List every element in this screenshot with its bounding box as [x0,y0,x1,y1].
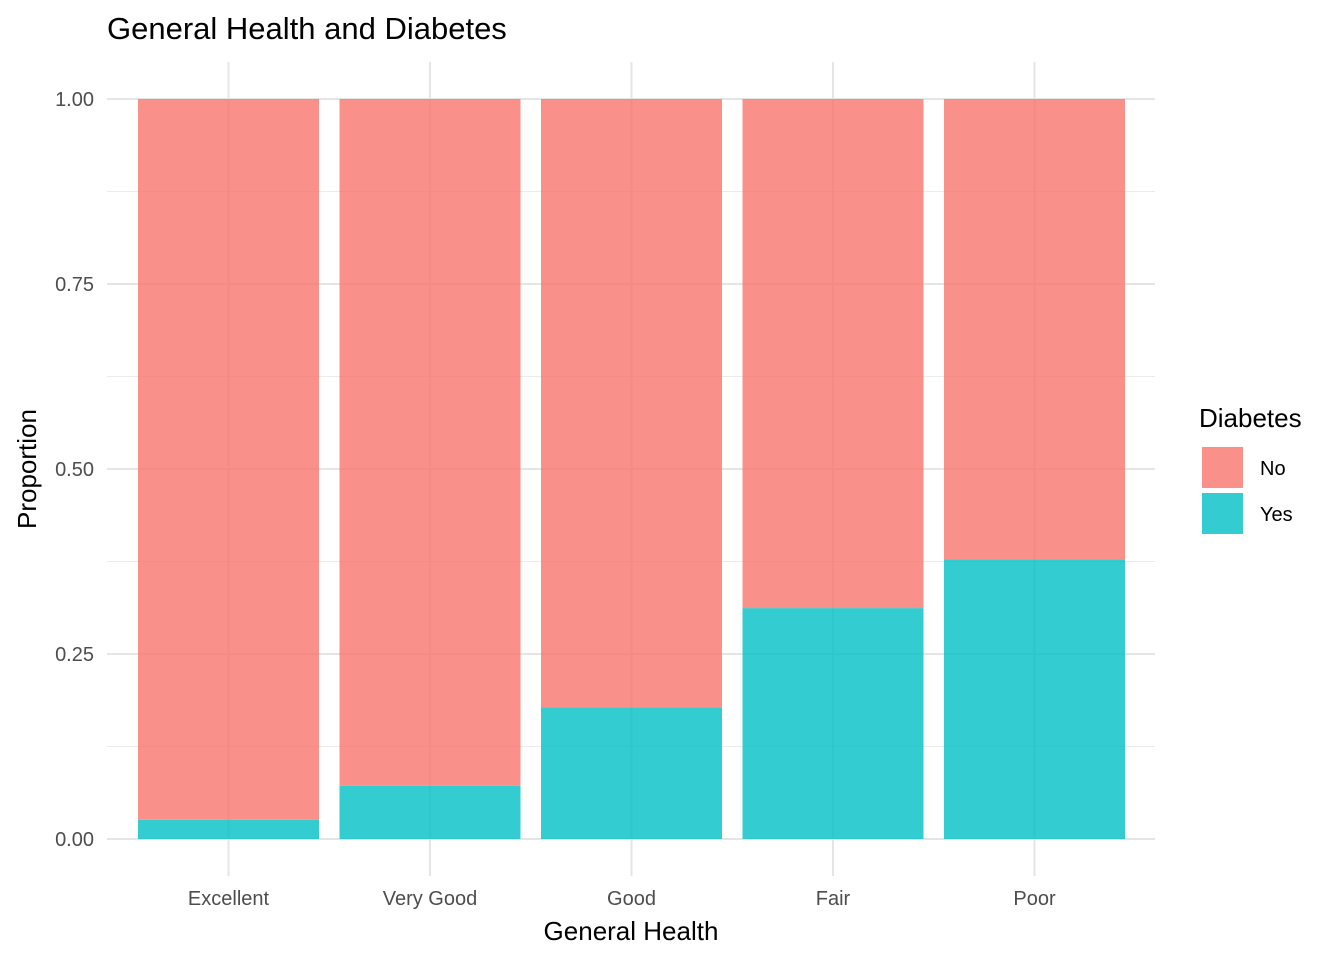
bar-no-good [541,99,722,708]
x-tick-label: Fair [816,888,851,910]
y-tick-label: 1.00 [55,89,94,111]
bar-yes-excellent [138,819,319,839]
y-axis-title: Proportion [12,409,42,529]
legend-label-yes: Yes [1260,504,1293,526]
bar-no-excellent [138,99,319,820]
bars [138,99,1125,839]
chart-title: General Health and Diabetes [107,11,507,46]
y-axis-ticks: 0.00 0.25 0.50 0.75 1.00 [55,89,94,851]
x-axis-title: General Health [544,916,719,946]
bar-yes-very-good [339,785,521,839]
bar-no-poor [944,99,1125,560]
legend-title: Diabetes [1199,403,1302,433]
bar-yes-good [541,707,722,839]
bar-no-fair [742,99,924,609]
x-tick-label: Good [607,888,656,910]
bar-yes-fair [742,608,924,839]
legend-swatch-yes [1202,493,1243,534]
legend-label-no: No [1260,458,1286,480]
y-tick-label: 0.25 [55,644,94,666]
legend-swatch-no [1202,447,1243,488]
legend: Diabetes No Yes [1199,403,1302,535]
bar-no-very-good [339,99,521,786]
y-tick-label: 0.00 [55,829,94,851]
x-tick-label: Very Good [383,888,478,910]
y-tick-label: 0.75 [55,274,94,296]
x-axis-ticks: Excellent Very Good Good Fair Poor [188,888,1056,910]
y-tick-label: 0.50 [55,459,94,481]
x-tick-label: Poor [1013,888,1056,910]
bar-yes-poor [944,559,1125,839]
x-tick-label: Excellent [188,888,270,910]
